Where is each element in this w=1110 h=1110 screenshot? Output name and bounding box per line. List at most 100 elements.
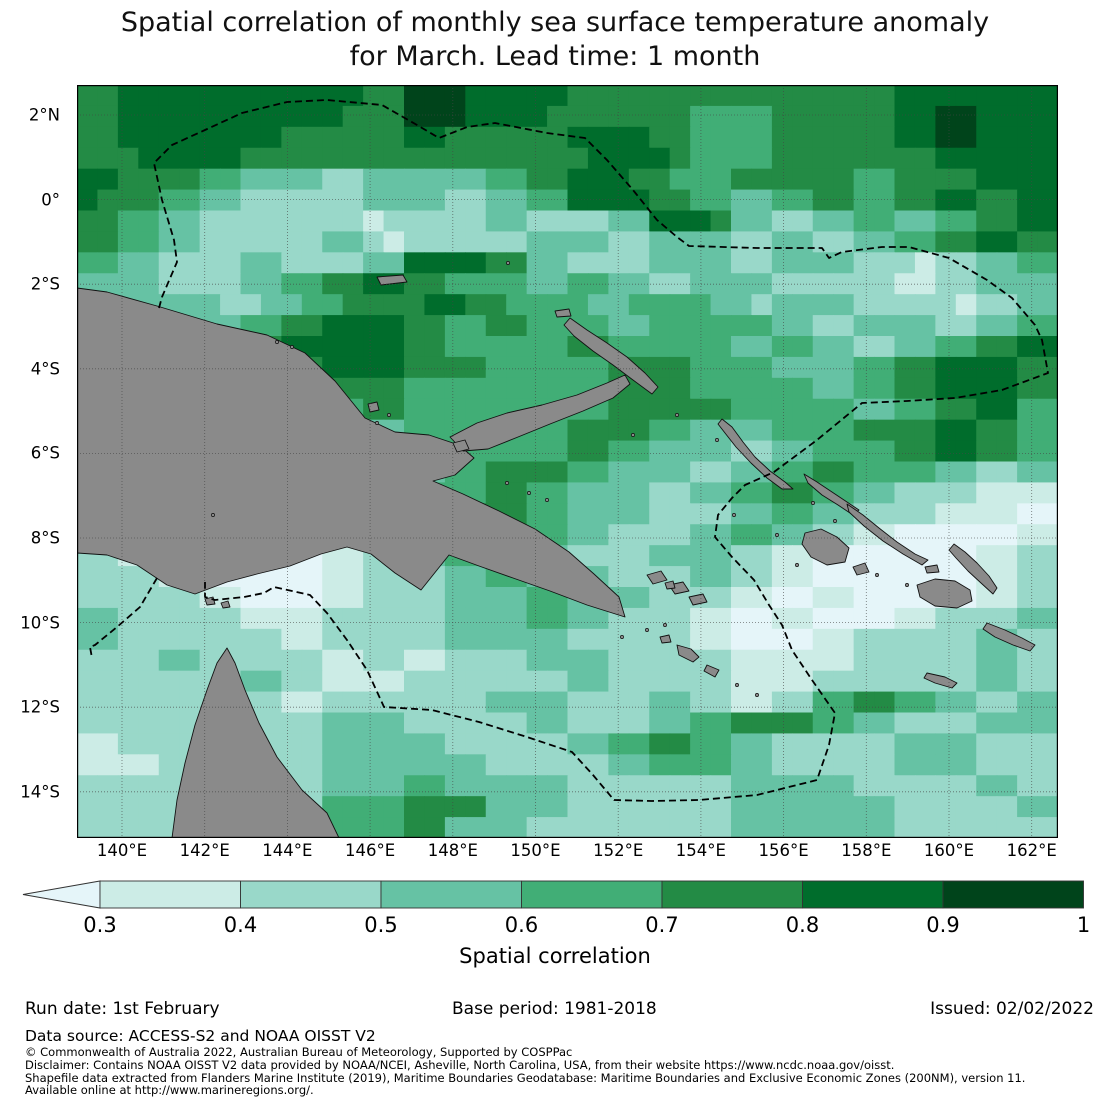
- fine-print: © Commonwealth of Australia 2022, Austra…: [25, 1046, 1025, 1097]
- land-guadalcanal: [916, 578, 973, 609]
- land-manus: [376, 274, 408, 286]
- fine-print-line: Disclaimer: Contains NOAA OISST V2 data …: [25, 1057, 895, 1072]
- landmasses: [77, 261, 1036, 838]
- land-umboi: [452, 439, 470, 453]
- colorbar-tick-label: 0.4: [223, 913, 258, 937]
- colorbar-tick-label: 1: [1076, 913, 1091, 937]
- land-new-britain: [449, 374, 631, 452]
- lat-tick-label: 8°S: [30, 528, 60, 548]
- land-new-hanover: [554, 308, 572, 318]
- lon-tick-label: 162°E: [1006, 841, 1057, 860]
- land-louisiade-east: [703, 664, 720, 678]
- correlation-map: [77, 85, 1058, 838]
- fine-print-line: Shapefile data extracted from Flanders M…: [25, 1070, 1026, 1085]
- small-island-dot: [811, 501, 815, 505]
- small-island-dot: [620, 635, 624, 639]
- map-canvas: [77, 85, 1058, 838]
- small-island-dot: [290, 345, 294, 349]
- lat-tick-label: 4°S: [30, 359, 60, 379]
- colorbar-segment: [802, 880, 944, 909]
- small-island-dot: [715, 438, 719, 442]
- figure-title-line1: Spatial correlation of monthly sea surfa…: [120, 7, 990, 38]
- lon-tick-label: 146°E: [345, 841, 396, 860]
- land-new-ireland: [563, 317, 659, 395]
- colorbar-segment: [240, 880, 382, 909]
- land-rennell: [923, 672, 958, 689]
- colorbar-segment: [521, 880, 663, 909]
- graticule: [77, 85, 1058, 838]
- lat-tick-label: 0°: [41, 190, 60, 210]
- small-island-dot: [545, 498, 549, 502]
- land-karkar: [367, 401, 380, 413]
- latitude-axis: 2°N 0° 2°S 4°S 6°S 8°S 10°S 12°S 14°S: [0, 85, 68, 838]
- small-island-dot: [833, 519, 837, 523]
- lon-tick-label: 144°E: [262, 841, 313, 860]
- issued-date: Issued: 02/02/2022: [930, 999, 1094, 1019]
- colorbar-segment: [661, 880, 803, 909]
- land-florida-islands: [924, 564, 940, 574]
- lon-tick-label: 150°E: [510, 841, 561, 860]
- lon-tick-label: 140°E: [96, 841, 148, 860]
- small-island-dot: [755, 693, 759, 697]
- land-santa-isabel: [846, 503, 929, 566]
- land-trobriand: [664, 580, 676, 590]
- land-new-georgia: [801, 528, 850, 566]
- land-makira: [982, 622, 1036, 652]
- lon-tick-label: 158°E: [841, 841, 892, 860]
- land-bougainville: [717, 418, 794, 490]
- colorbar-tick-label: 0.7: [645, 913, 679, 937]
- land-dentrecasteaux-west: [646, 570, 668, 585]
- lon-tick-label: 152°E: [593, 841, 644, 860]
- map-frame: [77, 85, 1058, 838]
- figure-title-line2: for March. Lead time: 1 month: [349, 40, 761, 72]
- eez-boundary: [89, 99, 1049, 802]
- colorbar-segment: [942, 880, 1084, 909]
- colorbar-tick-label: 0.9: [926, 913, 960, 937]
- land-torres-island-b: [220, 600, 231, 609]
- small-island-dot: [506, 261, 510, 265]
- run-date: Run date: 1st February: [25, 999, 220, 1019]
- fine-print-line: Available online at http://www.marinereg…: [25, 1083, 314, 1098]
- colorbar-segment: [380, 880, 522, 909]
- figure-title: Spatial correlation of monthly sea surfa…: [0, 6, 1110, 74]
- lon-tick-label: 142°E: [179, 841, 230, 860]
- colorbar-under-arrow-icon: [22, 880, 101, 909]
- land-misima: [659, 634, 672, 644]
- colorbar-tick-label: 0.3: [83, 913, 117, 937]
- small-island-dot: [527, 491, 531, 495]
- lat-tick-label: 12°S: [20, 697, 60, 717]
- small-island-dot: [275, 340, 279, 344]
- colorbar-tick-label: 0.6: [504, 913, 539, 937]
- small-island-dot: [735, 683, 739, 687]
- small-island-dot: [732, 513, 736, 517]
- lat-tick-label: 14°S: [20, 782, 60, 802]
- colorbar-ticks: 0.3 0.4 0.5 0.6 0.7 0.8 0.9 1: [0, 913, 1110, 941]
- colorbar-tick-label: 0.8: [785, 913, 820, 937]
- land-woodlark: [688, 593, 708, 606]
- colorbar-label: Spatial correlation: [459, 944, 651, 968]
- lon-tick-label: 160°E: [923, 841, 975, 860]
- lon-tick-label: 156°E: [758, 841, 809, 860]
- small-island-dot: [875, 573, 879, 577]
- small-island-dot: [505, 481, 509, 485]
- lat-tick-label: 2°S: [30, 274, 60, 294]
- fine-print-line: © Commonwealth of Australia 2022, Austra…: [25, 1045, 573, 1059]
- land-new-guinea: [77, 287, 626, 618]
- land-louisiade-west: [676, 644, 700, 663]
- small-island-dot: [375, 421, 379, 425]
- longitude-axis: 140°E 142°E 144°E 146°E 148°E 150°E 152°E 154°E…: [77, 841, 1058, 867]
- land-malaita: [948, 543, 998, 595]
- colorbar-segment: [99, 880, 241, 909]
- small-island-dot: [663, 623, 667, 627]
- small-island-dot: [675, 413, 679, 417]
- lon-tick-label: 154°E: [675, 841, 726, 860]
- lat-tick-label: 2°N: [28, 105, 60, 125]
- land-cape-york-australia: [171, 647, 340, 838]
- small-island-dot: [775, 533, 779, 537]
- data-source: Data source: ACCESS-S2 and NOAA OISST V2: [25, 1027, 376, 1045]
- land-new-georgia-east: [852, 562, 870, 576]
- lat-tick-label: 10°S: [20, 613, 60, 633]
- lon-tick-label: 148°E: [427, 841, 478, 860]
- small-island-dot: [387, 413, 391, 417]
